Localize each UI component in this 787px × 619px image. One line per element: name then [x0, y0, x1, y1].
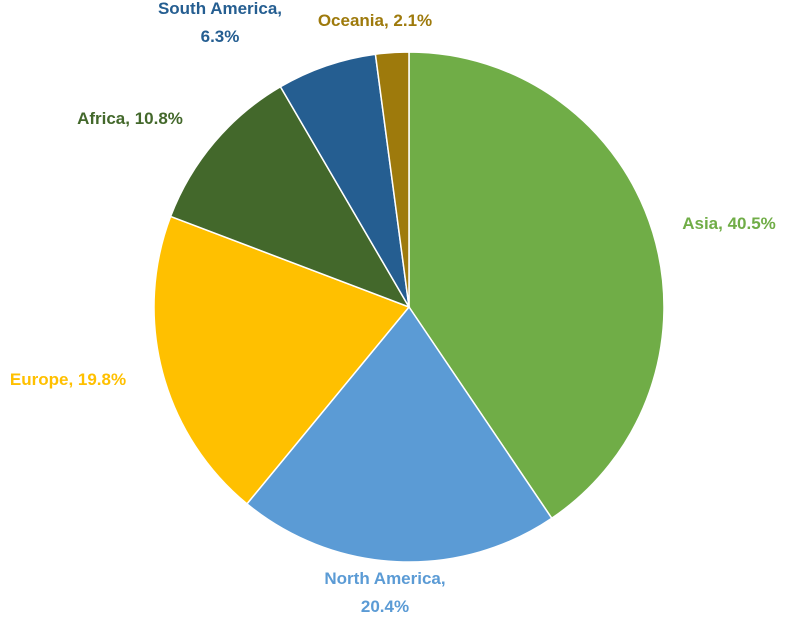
pie-slice: Europe: [153, 215, 411, 505]
pie-slice: Oceania: [374, 51, 410, 308]
data-label: North America, 20.4%: [324, 569, 445, 616]
data-label: South America, 6.3%: [158, 0, 282, 46]
data-label: Africa, 10.8%: [77, 109, 183, 128]
pie-slice: Asia: [408, 51, 665, 520]
data-label: Asia, 40.5%: [682, 214, 776, 233]
data-label: Oceania, 2.1%: [318, 11, 432, 30]
pie-slice: Africa: [169, 85, 411, 309]
data-label: Europe, 19.8%: [10, 370, 126, 389]
pie-slice: North America: [245, 305, 553, 563]
